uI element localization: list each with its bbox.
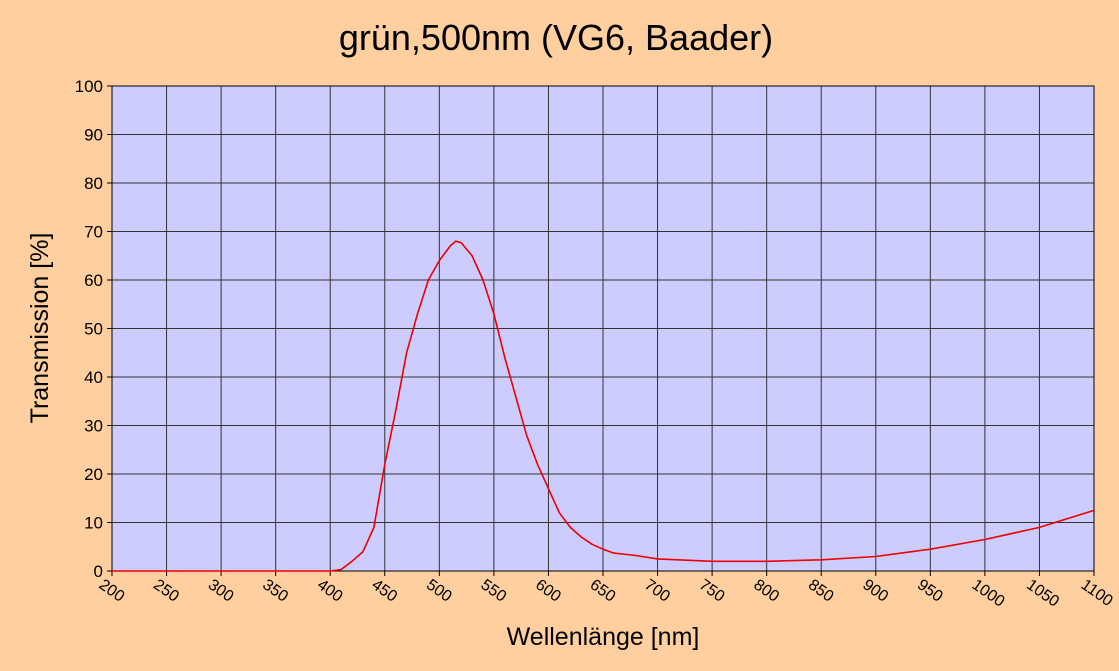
data-line xyxy=(112,240,1095,572)
y-tick-label: 70 xyxy=(84,223,103,242)
y-tick-label: 30 xyxy=(84,417,103,436)
y-tick-label: 20 xyxy=(84,465,103,484)
y-tick-label: 80 xyxy=(84,174,103,193)
y-tick-label: 90 xyxy=(84,126,103,145)
chart-title: grün,500nm (VG6, Baader) xyxy=(339,17,773,58)
x-axis-label: Wellenlänge [nm] xyxy=(507,623,700,651)
y-tick-label: 60 xyxy=(84,271,103,290)
plot-border xyxy=(111,85,1095,572)
y-tick-label: 10 xyxy=(84,514,103,533)
y-axis-label: Transmission [%] xyxy=(26,233,54,424)
y-tick-label: 40 xyxy=(84,368,103,387)
y-tick-label: 100 xyxy=(75,77,103,96)
y-tick-label: 0 xyxy=(94,562,103,581)
y-tick-label: 50 xyxy=(84,320,103,339)
